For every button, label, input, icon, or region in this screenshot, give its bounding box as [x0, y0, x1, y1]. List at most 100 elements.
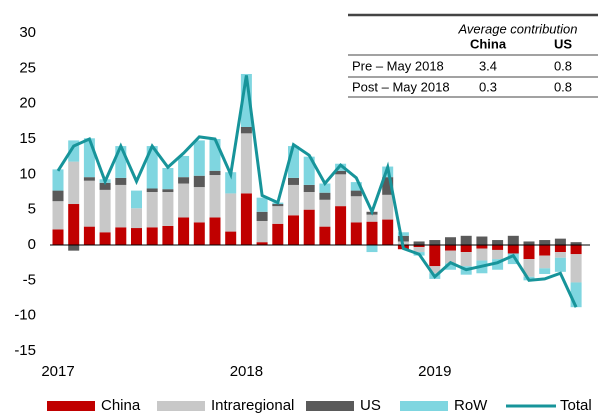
bar-segment	[288, 184, 299, 216]
bar-segment	[209, 139, 221, 171]
bar-segment	[350, 222, 362, 245]
bar-segment	[68, 204, 80, 245]
legend-label: China	[101, 397, 141, 414]
table-row-label: Pre – May 2018	[352, 58, 444, 73]
bar-segment	[492, 259, 504, 270]
bar-segment	[131, 208, 142, 229]
bar-segment	[68, 140, 80, 162]
bar-segment	[272, 206, 284, 224]
bar-segment	[288, 146, 299, 178]
bar-segment	[288, 215, 299, 245]
y-tick-label: -5	[23, 271, 36, 288]
bar-segment	[178, 183, 190, 218]
bar-segment	[350, 190, 362, 197]
bar-segment	[507, 245, 519, 254]
bar-segment	[178, 177, 190, 184]
bar-segment	[162, 225, 174, 245]
bar-segment	[209, 175, 221, 218]
bar-segment	[303, 192, 315, 210]
x-tick-label: 2019	[418, 363, 451, 380]
bar-segment	[429, 245, 441, 267]
bar-segment	[83, 226, 95, 245]
bar-segment	[476, 245, 488, 249]
bar-segment	[523, 241, 535, 245]
bar-segment	[303, 184, 315, 192]
bar-segment	[319, 183, 331, 193]
bar-segment	[162, 189, 174, 192]
bar-segment	[99, 182, 111, 190]
bar-segment	[350, 196, 362, 223]
bar-segment	[256, 197, 268, 212]
bar-segment	[303, 209, 315, 245]
bar-segment	[146, 188, 158, 192]
y-tick-label: 20	[19, 95, 36, 112]
bar-segment	[193, 222, 205, 245]
bar-segment	[539, 255, 551, 269]
y-tick-label: 10	[19, 165, 36, 182]
legend-label: US	[360, 397, 381, 414]
bar-segment	[146, 192, 158, 228]
y-tick-label: 25	[19, 59, 36, 76]
bar-segment	[68, 161, 80, 205]
bar-segment	[115, 227, 127, 245]
bar-segment	[240, 193, 252, 245]
bar-segment	[335, 174, 347, 207]
bar-segment	[52, 190, 64, 202]
bar-segment	[319, 199, 331, 227]
legend-label: Intraregional	[211, 397, 294, 414]
legend-label: RoW	[454, 397, 488, 414]
table-cell: 0.8	[554, 79, 572, 94]
bar-segment	[570, 242, 582, 245]
bar-segment	[335, 206, 347, 245]
bar-segment	[240, 73, 252, 127]
bar-segment	[240, 133, 252, 194]
y-tick-label: 30	[19, 24, 36, 41]
bar-segment	[445, 237, 456, 245]
bar-segment	[162, 192, 174, 226]
bar-segment	[52, 201, 64, 230]
bar-segment	[445, 250, 456, 264]
bar-segment	[319, 226, 331, 245]
bar-segment	[570, 254, 582, 283]
bar-segment	[225, 172, 237, 194]
legend-swatch	[157, 401, 205, 411]
bar-segment	[256, 220, 268, 243]
bar-segment	[193, 187, 205, 223]
bar-segment	[554, 238, 566, 245]
bar-segment	[83, 180, 95, 227]
bar-segment	[146, 227, 158, 245]
bar-segment	[115, 184, 127, 228]
bar-segment	[460, 245, 472, 253]
bar-segment	[492, 240, 504, 245]
bar-segment	[554, 245, 566, 253]
bar-segment	[99, 232, 111, 245]
bar-segment	[382, 194, 394, 220]
table-row-label: Post – May 2018	[352, 79, 450, 94]
bar-segment	[413, 245, 425, 248]
bar-segment	[52, 169, 64, 191]
bar-segment	[413, 241, 425, 245]
bar-segment	[382, 219, 394, 245]
table-column: China	[470, 36, 507, 51]
table-cell: 0.3	[479, 79, 497, 94]
bar-segment	[539, 240, 551, 245]
bar-segment	[460, 235, 472, 245]
y-tick-label: -15	[14, 342, 36, 359]
bar-segment	[397, 232, 409, 236]
bar-segment	[492, 249, 504, 260]
bar-segment	[445, 263, 456, 270]
bar-segment	[429, 240, 441, 245]
bar-segment	[83, 177, 95, 181]
legend-swatch	[400, 401, 448, 411]
bar-segment	[554, 252, 566, 258]
bar-segment	[288, 177, 299, 185]
bar-segment	[460, 252, 472, 267]
x-tick-label: 2017	[41, 363, 74, 380]
bar-segment	[162, 167, 174, 190]
bar-segment	[429, 266, 441, 274]
bar-segment	[523, 259, 535, 277]
table-cell: 0.8	[554, 58, 572, 73]
bar-segment	[209, 217, 221, 245]
bar-segment	[225, 193, 237, 232]
